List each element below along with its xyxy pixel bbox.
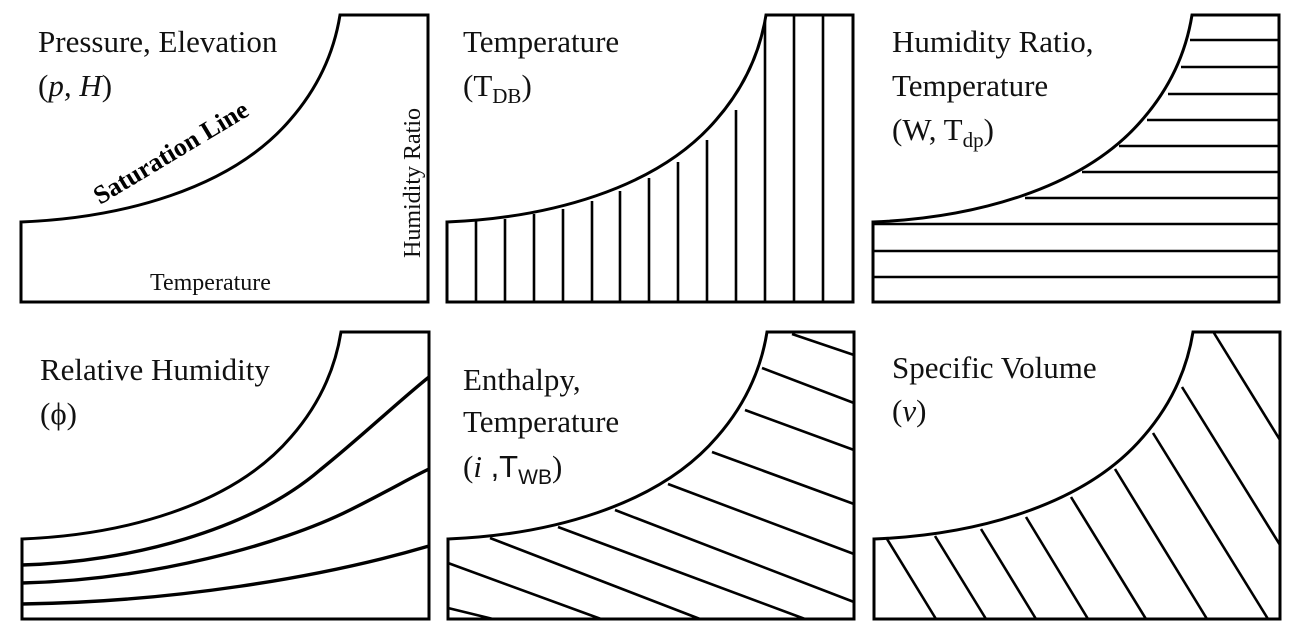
panel-specific-volume: Specific Volume (v): [872, 330, 1282, 621]
enthalpy-lines: [447, 332, 855, 621]
panel-title: Pressure, Elevation: [38, 24, 278, 59]
panel-symbol: (W, Tdp): [892, 112, 994, 152]
specific-volume-lines: [885, 332, 1282, 620]
panel-humidity-ratio-dewpoint: Humidity Ratio, Temperature (W, Tdp): [871, 13, 1281, 304]
relative-humidity-curves: [21, 375, 431, 606]
panel-relative-humidity: Relative Humidity (ϕ): [20, 330, 431, 621]
panel-outline: [871, 13, 1281, 304]
humidity-ratio-lines: [873, 38, 1279, 279]
panel-symbol: (i ,TWB): [463, 449, 562, 489]
panel-outline: [872, 330, 1282, 621]
panel-title: Relative Humidity: [40, 352, 270, 387]
panel-dry-bulb-temperature: Temperature (TDB): [445, 13, 855, 304]
panel-pressure-elevation: Pressure, Elevation (p, H) Saturation Li…: [19, 13, 430, 304]
panel-symbol: (TDB): [463, 68, 532, 108]
y-axis-label: Humidity Ratio: [400, 108, 426, 258]
panel-title: Enthalpy,: [463, 362, 581, 397]
panel-title-line2: Temperature: [463, 404, 619, 439]
panel-outline: [19, 13, 430, 304]
dry-bulb-lines: [474, 15, 825, 302]
panel-title: Temperature: [463, 24, 619, 59]
panel-outline: [446, 330, 856, 621]
x-axis-label: Temperature: [150, 270, 271, 296]
panel-outline: [20, 330, 431, 621]
panel-outline: [445, 13, 855, 304]
panel-title: Humidity Ratio,: [892, 24, 1094, 59]
panel-title-line2: Temperature: [892, 68, 1048, 103]
saturation-line-label: Saturation Line: [88, 95, 253, 210]
panel-symbol: (p, H): [38, 68, 112, 103]
panel-symbol: (ϕ): [40, 396, 77, 431]
panel-symbol: (v): [892, 393, 926, 428]
panel-enthalpy-wet-bulb: Enthalpy, Temperature (i ,TWB): [446, 330, 856, 621]
panel-title: Specific Volume: [892, 350, 1097, 385]
